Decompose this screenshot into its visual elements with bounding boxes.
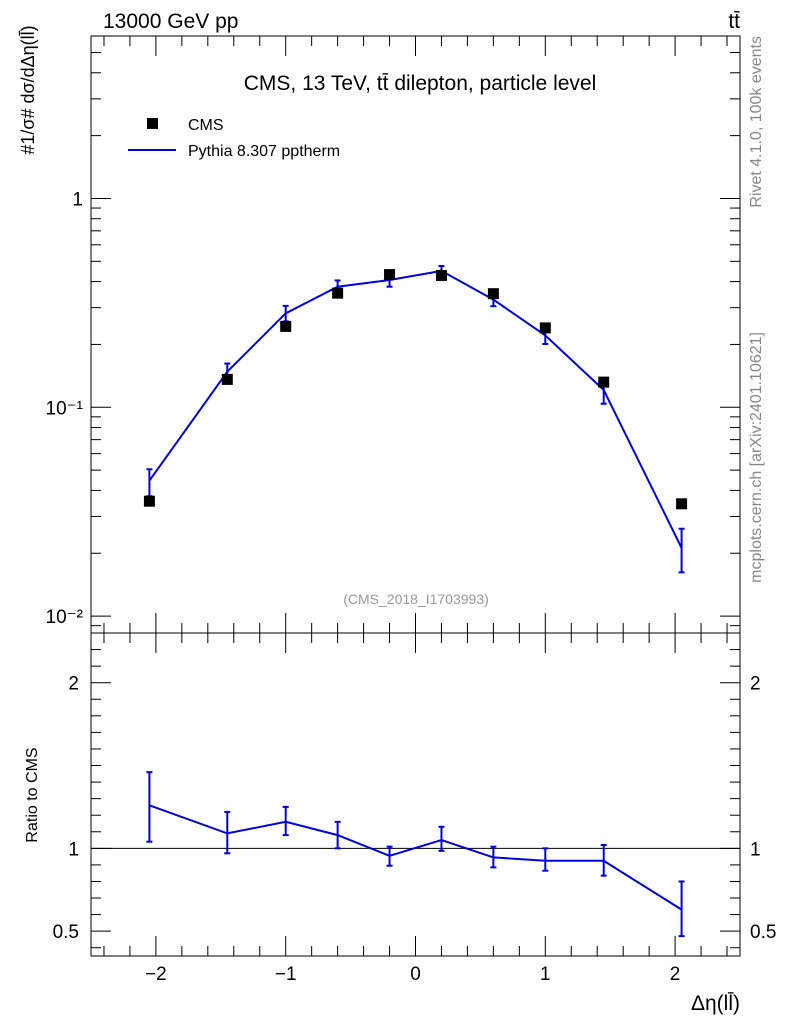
cms-data-point [221, 373, 233, 385]
main-data [143, 264, 688, 574]
legend-label-cms: CMS [188, 117, 224, 134]
x-axis-label: Δη(ll̄) [691, 991, 740, 1015]
ratio-y-axis-label: Ratio to CMS [24, 747, 41, 842]
x-tick-label: 2 [670, 964, 681, 985]
cms-data-point [598, 376, 610, 388]
main-y-tick-label: 1 [72, 189, 83, 210]
main-axes: 10⁻² 10⁻¹ 1 [46, 35, 740, 633]
x-tick-label: 0 [410, 964, 421, 985]
ratio-y-tick-label: 2 [68, 674, 79, 695]
cms-data-point [676, 498, 688, 510]
rivet-version-label: Rivet 4.1.0, 100k events [748, 36, 765, 208]
legend: CMS Pythia 8.307 pptherm [128, 117, 340, 160]
pythia-line [148, 269, 683, 549]
cms-data-point [332, 287, 344, 299]
ratio-line [149, 804, 683, 911]
legend-label-pythia: Pythia 8.307 pptherm [188, 143, 340, 160]
ratio-y-tick-label-right: 0.5 [750, 922, 776, 943]
cms-data-point [487, 288, 499, 300]
cms-data-point [435, 269, 447, 281]
cms-data-point [384, 269, 396, 281]
ratio-y-tick-label: 1 [68, 839, 79, 860]
x-tick-label: −1 [275, 964, 297, 985]
ratio-data [146, 771, 685, 938]
x-tick-label: −2 [145, 964, 167, 985]
process-label: 13000 GeV pp [103, 10, 238, 33]
observable-label: tt̄ [728, 10, 740, 33]
y-axis-label-text: #1/σ# dσ/dΔη(ll̄) [18, 25, 38, 154]
ratio-y-tick-label-right: 2 [750, 674, 761, 695]
legend-marker-cms [147, 118, 158, 129]
main-y-tick-label: 10⁻² [46, 607, 84, 628]
ratio-plot-frame [90, 632, 741, 957]
ratio-y-tick-label-right: 1 [750, 839, 761, 860]
chart-title: CMS, 13 TeV, tt̄ dilepton, particle leve… [244, 72, 597, 95]
cms-data-point [280, 320, 292, 332]
main-y-axis-label: #1/σ# dσ/dΔη(ll̄) [18, 25, 38, 154]
ratio-y-tick-label: 0.5 [53, 922, 79, 943]
mcplots-source-label: mcplots.cern.ch [arXiv:2401.10621] [748, 332, 765, 583]
main-y-tick-label: 10⁻¹ [46, 398, 84, 419]
x-tick-label: 1 [540, 964, 551, 985]
cms-data-point [143, 495, 155, 507]
analysis-watermark: (CMS_2018_I1703993) [343, 591, 489, 607]
cms-data-point [539, 322, 551, 334]
